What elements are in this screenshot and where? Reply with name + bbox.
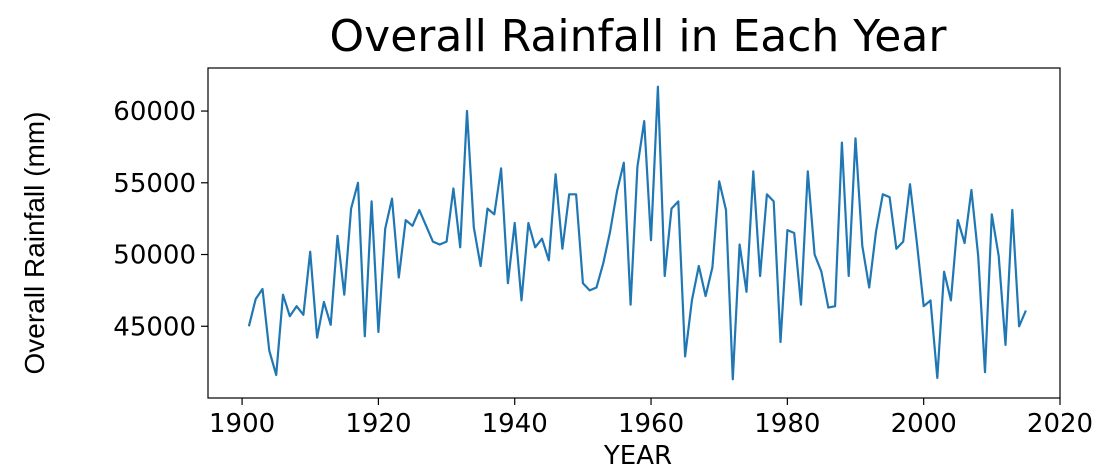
y-axis: 45000 50000 55000 60000 — [113, 97, 208, 342]
x-tick-label: 2020 — [1027, 409, 1093, 439]
y-tick-label: 50000 — [113, 241, 196, 271]
x-tick-label: 1940 — [482, 409, 548, 439]
x-tick-label: 1980 — [754, 409, 820, 439]
x-axis-label: YEAR — [603, 441, 672, 468]
y-tick-label: 60000 — [113, 97, 196, 127]
y-tick-label: 55000 — [113, 169, 196, 199]
series-line — [247, 85, 1027, 381]
x-tick-label: 1900 — [209, 409, 275, 439]
x-tick-label: 1920 — [345, 409, 411, 439]
y-axis-label: Overall Rainfall (mm) — [19, 112, 50, 375]
chart-title: Overall Rainfall in Each Year — [330, 11, 948, 62]
y-tick-label: 45000 — [113, 312, 196, 342]
x-tick-label: 1960 — [618, 409, 684, 439]
x-axis: 1900 1920 1940 1960 1980 2000 2020 — [209, 398, 1093, 439]
axes-frame — [207, 67, 1061, 399]
plot-area: 1900 1920 1940 1960 1980 2000 2020 45000 50000 5… — [113, 67, 1093, 439]
x-tick-label: 2000 — [891, 409, 957, 439]
